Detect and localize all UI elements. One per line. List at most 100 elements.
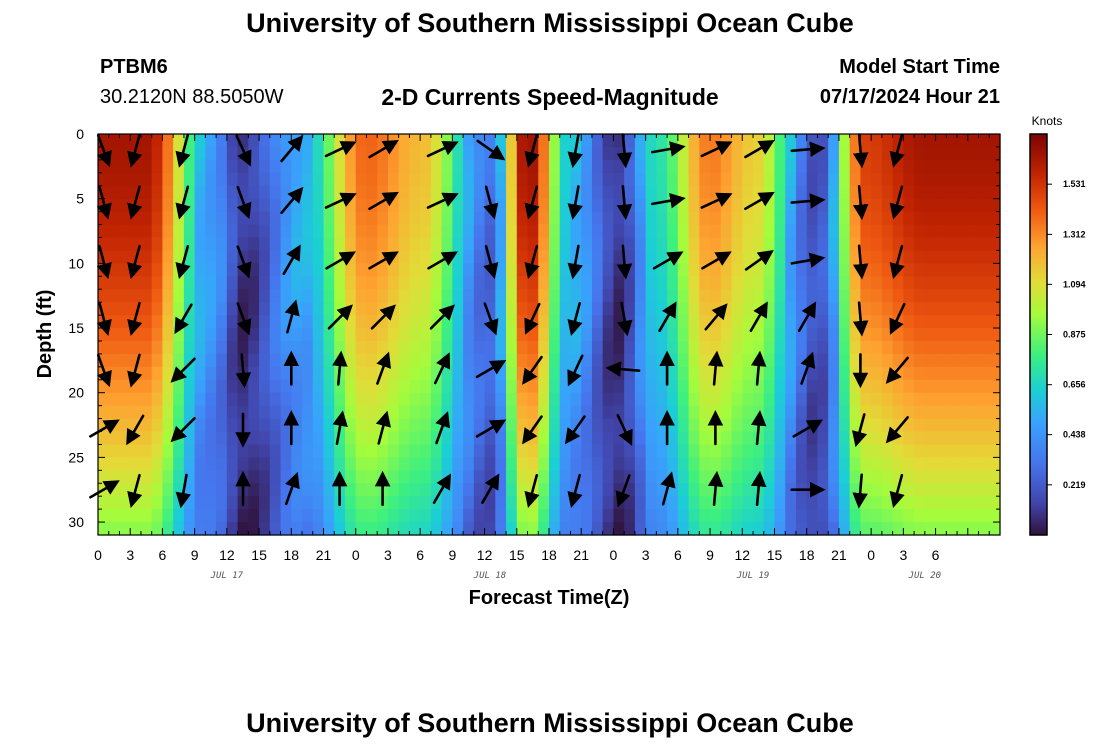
heatmap-cell	[828, 470, 840, 484]
heatmap-cell	[817, 457, 829, 471]
heatmap-cell	[506, 328, 518, 342]
heatmap-cell	[259, 198, 271, 213]
heatmap-cell	[387, 159, 400, 174]
heatmap-cell	[409, 172, 421, 187]
heatmap-cell	[559, 457, 572, 471]
heatmap-cell	[602, 418, 615, 433]
heatmap-cell	[473, 509, 486, 523]
heatmap-cell	[280, 159, 292, 174]
heatmap-cell	[463, 444, 475, 458]
heatmap-cell	[946, 302, 958, 316]
heatmap-cell	[817, 224, 829, 239]
heatmap-cell	[119, 172, 131, 187]
heatmap-cell	[409, 496, 421, 510]
heatmap-cell	[935, 366, 947, 381]
heatmap-cell	[194, 315, 206, 329]
heatmap-cell	[302, 328, 314, 342]
heatmap-cell	[731, 496, 743, 510]
heatmap-cell	[205, 379, 217, 394]
heatmap-cell	[366, 379, 378, 394]
heatmap-cell	[613, 379, 625, 394]
x-tick-label: 12	[477, 547, 493, 563]
heatmap-cell	[452, 444, 464, 458]
heatmap-cell	[98, 237, 110, 252]
heatmap-cell	[355, 328, 368, 342]
heatmap-cell	[763, 431, 776, 446]
heatmap-cell	[549, 224, 561, 239]
heatmap-cell	[441, 431, 453, 446]
heatmap-cell	[151, 276, 164, 290]
heatmap-cell	[205, 198, 217, 213]
current-arrow	[280, 186, 304, 215]
heatmap-cell	[613, 418, 625, 433]
heatmap-cell	[291, 276, 303, 290]
heatmap-cell	[903, 509, 915, 523]
heatmap-cell	[570, 237, 582, 252]
heatmap-cell	[130, 457, 142, 471]
current-arrow	[475, 359, 507, 379]
heatmap-cell	[140, 470, 153, 484]
heatmap-cell	[473, 431, 486, 446]
heatmap-cell	[957, 353, 969, 368]
heatmap-cell	[989, 146, 1001, 161]
heatmap-cell	[581, 172, 593, 187]
heatmap-cell	[914, 263, 926, 277]
heatmap-cell	[559, 146, 572, 161]
heatmap-cell	[216, 276, 228, 290]
heatmap-cell	[280, 237, 292, 252]
heatmap-cell	[978, 470, 990, 484]
heatmap-cell	[151, 224, 164, 239]
heatmap-cell	[420, 431, 432, 446]
heatmap-cell	[420, 302, 432, 316]
model-start-label: Model Start Time	[839, 56, 1000, 78]
heatmap-cell	[259, 211, 271, 226]
heatmap-cell	[226, 366, 239, 381]
heatmap-cell	[366, 328, 378, 342]
heatmap-cell	[914, 289, 926, 303]
heatmap-cell	[624, 224, 636, 239]
heatmap-cell	[656, 392, 668, 407]
heatmap-cell	[344, 340, 357, 355]
heatmap-cell	[538, 237, 550, 252]
heatmap-cell	[463, 134, 475, 148]
heatmap-cell	[656, 315, 668, 329]
heatmap-cell	[806, 172, 819, 187]
heatmap-cell	[291, 172, 303, 187]
heatmap-cell	[602, 198, 615, 213]
heatmap-cell	[549, 315, 561, 329]
heatmap-cell	[935, 496, 947, 510]
heatmap-cell	[484, 405, 496, 420]
heatmap-cell	[903, 522, 915, 536]
heatmap-cell	[957, 470, 969, 484]
current-arrow	[126, 414, 145, 446]
heatmap-cell	[871, 379, 883, 394]
heatmap-cell	[430, 340, 443, 355]
heatmap-cell	[613, 392, 625, 407]
heatmap-cell	[409, 224, 421, 239]
heatmap-cell	[248, 211, 260, 226]
heatmap-cell	[398, 302, 411, 316]
heatmap-cell	[377, 431, 389, 446]
heatmap-cell	[366, 198, 378, 213]
heatmap-cell	[720, 185, 733, 200]
heatmap-cell	[119, 315, 131, 329]
heatmap-cell	[613, 302, 625, 316]
heatmap-cell	[108, 250, 121, 264]
heatmap-cell	[581, 509, 593, 523]
heatmap-cell	[98, 392, 110, 407]
heatmap-cell	[667, 211, 679, 226]
heatmap-cell	[667, 418, 679, 433]
heatmap-cell	[795, 315, 808, 329]
heatmap-cell	[742, 392, 754, 407]
heatmap-cell	[205, 237, 217, 252]
heatmap-cell	[602, 289, 615, 303]
heatmap-cell	[140, 496, 153, 510]
heatmap-cell	[753, 224, 765, 239]
heatmap-cell	[430, 172, 443, 187]
heatmap-cell	[302, 522, 314, 536]
heatmap-cell	[452, 302, 464, 316]
heatmap-cell	[688, 483, 700, 497]
heatmap-cell	[130, 302, 142, 316]
heatmap-cell	[699, 328, 711, 342]
heatmap-cell	[344, 366, 357, 381]
